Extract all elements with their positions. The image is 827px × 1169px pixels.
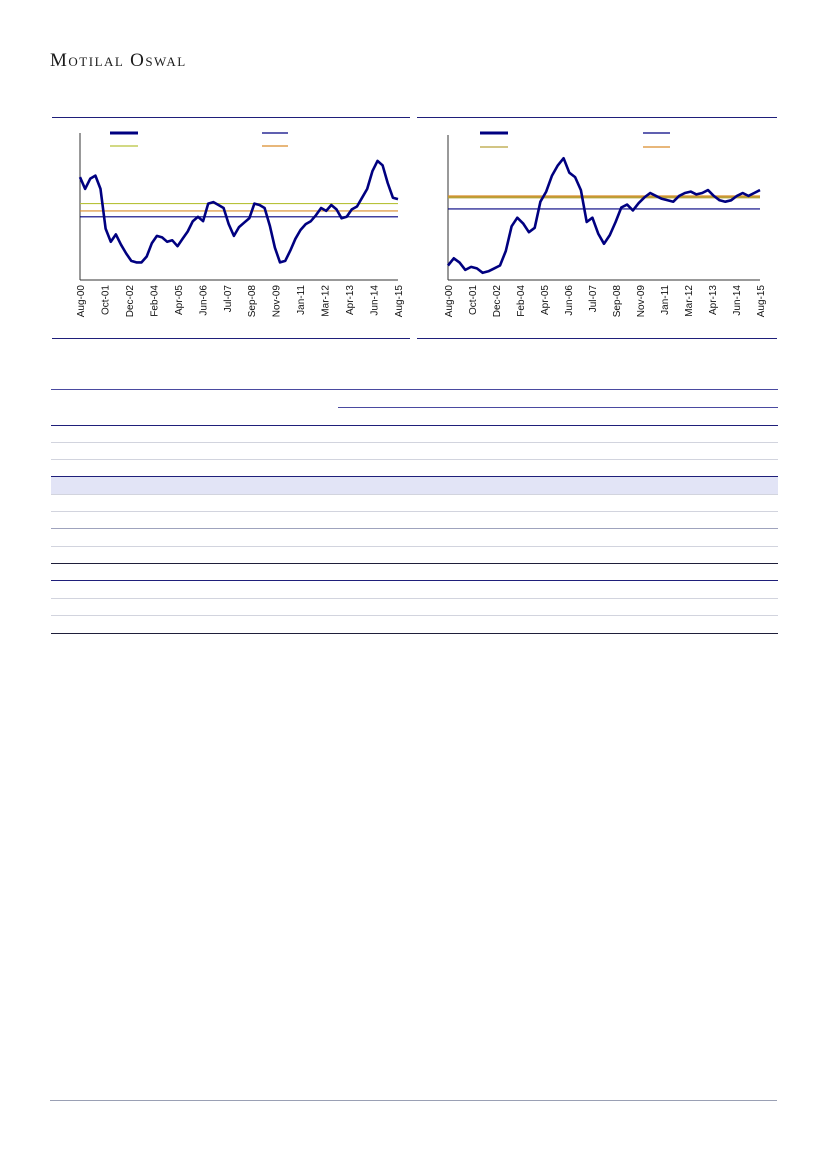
x-tick-label: Feb-04 [149,285,160,317]
table-row-divider [51,494,778,495]
table-row-divider [51,459,778,460]
x-tick-label: Sep-08 [612,285,623,318]
x-tick-label: Apr-05 [174,285,185,315]
x-tick-label: Apr-13 [345,285,356,315]
x-tick-label: Jul-07 [223,285,234,313]
x-tick-label: Apr-13 [708,285,719,315]
table-section-rule [51,580,778,581]
x-tick-label: Jan-11 [296,285,307,315]
table-highlight-row [51,477,778,494]
table-row-divider [51,615,778,616]
x-tick-label: Aug-00 [76,285,87,318]
x-tick-label: Aug-15 [394,285,405,318]
brand-initial-1: M [50,50,69,71]
x-tick-label: Nov-09 [636,285,647,318]
x-tick-label: Oct-01 [468,285,479,315]
series-line [446,156,761,275]
x-tick-label: Mar-12 [321,285,332,317]
x-tick-label: Feb-04 [516,285,527,317]
table-row-divider [51,442,778,443]
chart-left-top-rule [52,117,410,118]
x-tick-label: Dec-02 [492,285,503,318]
charts-svg: Aug-00 Oct-01 Dec-02 Feb-04 Apr-05 Jun-06 Jul-… [76,131,767,318]
chart-right: Aug-00 Oct-01 Dec-02 Feb-04 Apr-05 Jun-06 Jul-… [444,131,767,318]
x-tick-label: Oct-01 [100,285,111,315]
chart-right-bottom-rule [417,338,777,339]
footer-rule [50,1100,777,1101]
table-subheader-rule [338,407,778,408]
chart-left: Aug-00 Oct-01 Dec-02 Feb-04 Apr-05 Jun-06 Jul-… [76,131,405,318]
table-header-bottom-rule [51,425,778,426]
table-row-divider [51,528,778,529]
brand-initial-2: O [130,50,146,71]
x-tick-label: Nov-09 [272,285,283,318]
table-row-divider [51,511,778,512]
table-row-divider [51,546,778,547]
brand-rest-1: otilal [68,54,125,69]
table-section-rule [51,476,778,477]
series-line [78,159,399,264]
table-row-divider [51,598,778,599]
chart-left-bottom-rule [52,338,410,339]
brand-logo: Motilal Oswal [50,50,187,72]
chart-right-top-rule [417,117,777,118]
x-tick-label: Dec-02 [125,285,136,318]
x-tick-label: Jan-11 [660,285,671,315]
x-tick-label: Jun-14 [370,285,381,316]
table-section-rule [51,563,778,564]
x-tick-label: Aug-00 [444,285,455,318]
x-tick-label: Jun-06 [198,285,209,316]
x-tick-label: Jul-07 [588,285,599,313]
table-header-rule [51,389,778,390]
brand-rest-2: swal [145,54,187,69]
x-tick-label: Jun-06 [564,285,575,316]
x-tick-label: Aug-15 [756,285,767,318]
x-tick-label: Jun-14 [732,285,743,316]
table-bottom-rule [51,633,778,634]
x-tick-label: Apr-05 [540,285,551,315]
x-tick-label: Sep-08 [247,285,258,318]
x-tick-label: Mar-12 [684,285,695,317]
